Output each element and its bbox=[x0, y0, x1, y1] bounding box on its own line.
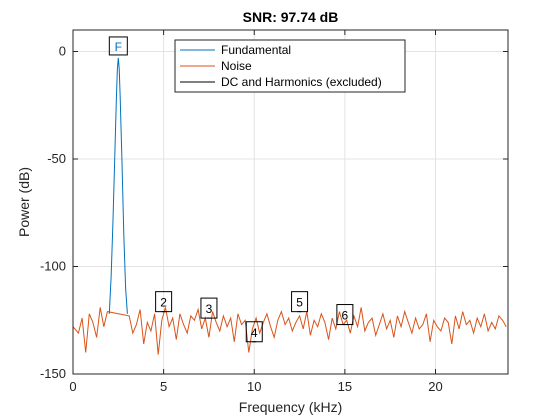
y-tick-label: -150 bbox=[40, 366, 66, 381]
fundamental-marker-label: F bbox=[115, 40, 122, 54]
harmonic-marker-box bbox=[336, 304, 354, 326]
harmonic-marker-box bbox=[245, 321, 263, 343]
tick-marks: 0 5 10 15 20 0 -50 -100 -150 bbox=[40, 30, 508, 394]
legend-entry: DC and Harmonics (excluded) bbox=[221, 75, 382, 89]
x-axis-label: Frequency (kHz) bbox=[239, 399, 342, 415]
harmonic-marker-label: 3 bbox=[206, 302, 213, 316]
x-tick-label: 10 bbox=[247, 379, 261, 394]
x-tick-label: 0 bbox=[69, 379, 76, 394]
y-tick-label: -100 bbox=[40, 259, 66, 274]
harmonic-marker-label: 6 bbox=[342, 309, 349, 323]
series-line-noise bbox=[73, 307, 507, 355]
y-tick-label: -50 bbox=[47, 151, 66, 166]
harmonic-marker-label: 2 bbox=[160, 296, 167, 310]
harmonic-marker-box bbox=[155, 291, 173, 313]
legend: Fundamental Noise DC and Harmonics (exclud… bbox=[174, 39, 406, 93]
chart-title: SNR: 97.74 dB bbox=[243, 9, 339, 25]
y-axis-label: Power (dB) bbox=[16, 167, 32, 237]
x-tick-label: 5 bbox=[160, 379, 167, 394]
fundamental-marker-box bbox=[108, 36, 128, 56]
legend-entry: Noise bbox=[221, 59, 252, 73]
x-tick-label: 15 bbox=[338, 379, 352, 394]
legend-entry: Fundamental bbox=[221, 43, 291, 57]
harmonic-marker-box bbox=[200, 297, 218, 319]
harmonic-marker-box bbox=[291, 291, 309, 313]
series-line-fundamental bbox=[108, 57, 128, 314]
y-tick-label: 0 bbox=[59, 44, 66, 59]
harmonic-marker-label: 4 bbox=[251, 326, 258, 340]
harmonic-marker-label: 5 bbox=[296, 296, 303, 310]
x-tick-label: 20 bbox=[428, 379, 442, 394]
marker-layer: F 2 3 4 5 6 bbox=[108, 36, 354, 343]
axes-box bbox=[72, 29, 509, 375]
